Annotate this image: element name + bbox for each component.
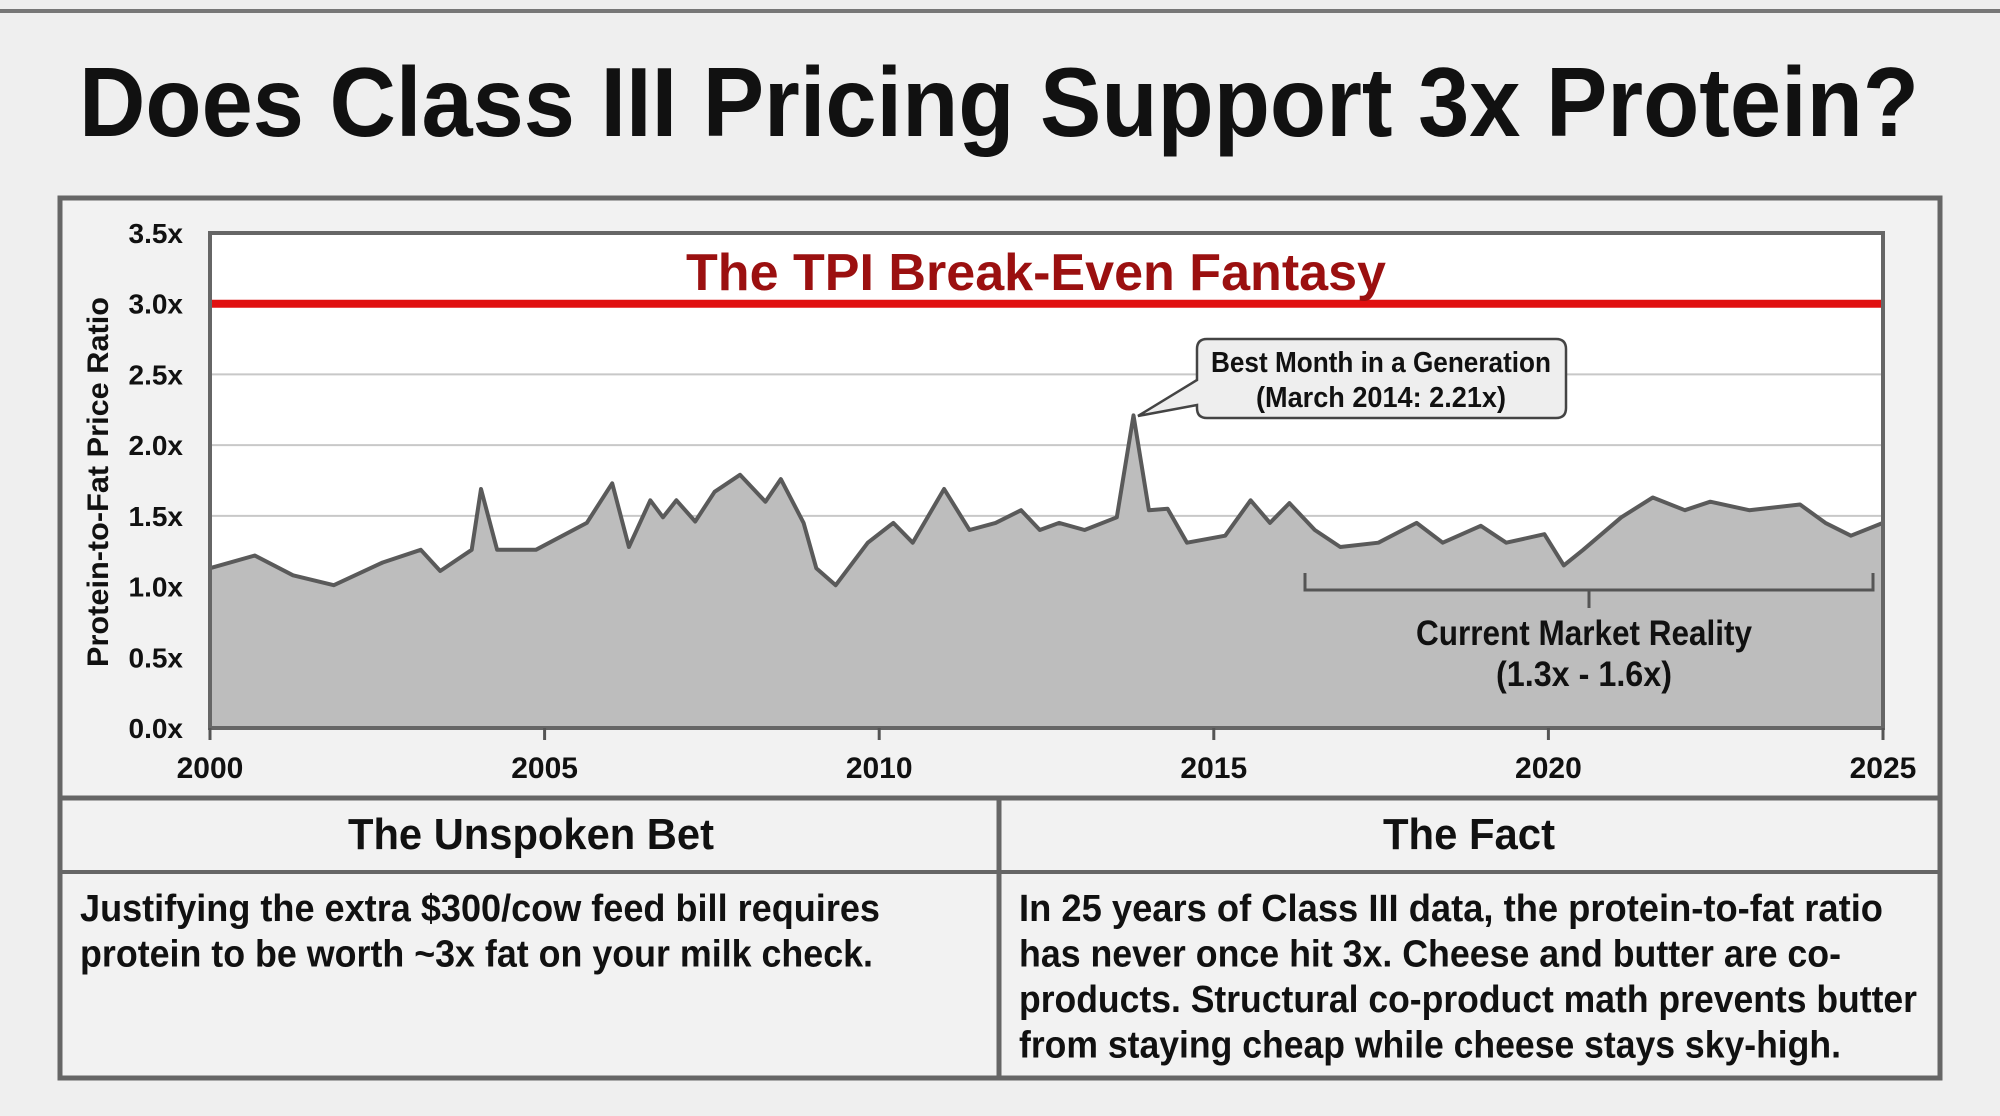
bracket-label-line-2: (1.3x - 1.6x)	[1496, 655, 1672, 694]
comparison-table: The Unspoken Bet The Fact Justifying the…	[60, 795, 1940, 1078]
body-text-line: protein to be worth ~3x fat on your milk…	[80, 934, 873, 976]
y-axis-label: Protein-to-Fat Price Ratio	[82, 297, 115, 667]
y-tick-label: 2.5x	[129, 359, 184, 390]
the-fact-header: The Fact	[1383, 810, 1555, 859]
x-tick-label: 2020	[1515, 752, 1582, 785]
page-title: Does Class III Pricing Support 3x Protei…	[79, 47, 1919, 157]
unspoken-bet-header: The Unspoken Bet	[348, 810, 714, 859]
bracket-label-line-1: Current Market Reality	[1416, 614, 1752, 653]
y-tick-label: 2.0x	[129, 430, 184, 461]
bracket-shape	[1303, 573, 1875, 608]
callout-line-2: (March 2014: 2.21x)	[1256, 382, 1506, 414]
y-tick-label: 1.0x	[129, 572, 184, 603]
unspoken-bet-body: Justifying the extra $300/cow feed bill …	[80, 888, 880, 976]
ratio-area	[210, 415, 1883, 728]
y-tick-label: 1.5x	[129, 501, 184, 532]
ratio-line	[209, 413, 1884, 588]
x-tick-label: 2015	[1180, 752, 1247, 785]
y-tick-label: 0.0x	[129, 713, 184, 744]
current-market-bracket: Current Market Reality (1.3x - 1.6x)	[1303, 573, 1875, 694]
chart-title: The TPI Break-Even Fantasy	[686, 244, 1386, 302]
body-text-line: Justifying the extra $300/cow feed bill …	[80, 888, 880, 930]
plot-border	[208, 231, 1885, 730]
x-tick-label: 2000	[177, 752, 244, 785]
y-tick-label: 3.5x	[129, 218, 184, 249]
body-text-line: from staying cheap while cheese stays sk…	[1019, 1025, 1841, 1067]
x-tick-label: 2025	[1850, 752, 1917, 785]
y-tick-label: 0.5x	[129, 642, 184, 673]
best-month-callout: Best Month in a Generation (March 2014: …	[1137, 337, 1568, 420]
x-tick-label: 2005	[511, 752, 578, 785]
the-fact-body: In 25 years of Class III data, the prote…	[1019, 888, 1917, 1067]
y-tick-label: 3.0x	[129, 289, 184, 320]
callout-bubble	[1137, 337, 1568, 420]
callout-line-1: Best Month in a Generation	[1211, 347, 1551, 379]
body-text-line: has never once hit 3x. Cheese and butter…	[1019, 934, 1841, 976]
chart: 0.0x 0.5x 1.0x 1.5x 2.0x 2.5x 3.0x 3.5x 2000 200…	[82, 218, 1916, 785]
x-tick-label: 2010	[846, 752, 913, 785]
body-text-line: products. Structural co-product math pre…	[1019, 979, 1917, 1021]
body-text-line: In 25 years of Class III data, the prote…	[1019, 888, 1883, 930]
